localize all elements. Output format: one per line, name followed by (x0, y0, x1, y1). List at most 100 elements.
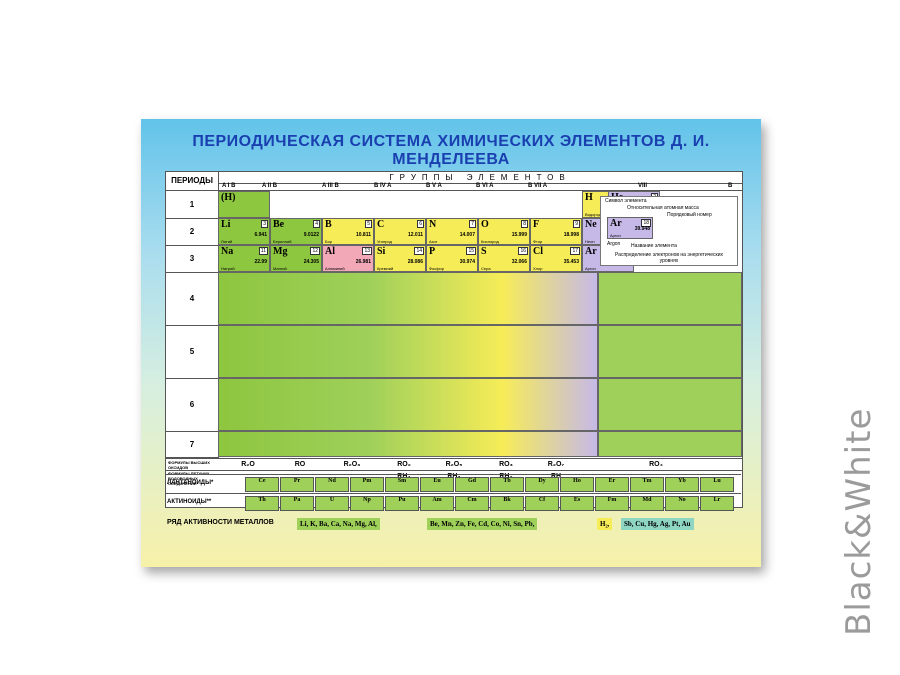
f-block-cell: Bk (490, 496, 524, 511)
element-name: Литий (221, 239, 233, 244)
oxide-1: R₂O (241, 461, 255, 468)
element-cell-Na: Na 11 22.99 Натрий (218, 245, 270, 272)
element-mass: 28.086 (407, 259, 423, 265)
f-block-cell: Cf (525, 496, 559, 511)
element-name: Хлор (533, 266, 543, 271)
element-cell-S: S 16 32.066 Сера (478, 245, 530, 272)
legend-example-symbol: Ar (610, 218, 622, 229)
f-block-cell: Pm (350, 477, 384, 492)
element-name: Неон (585, 239, 595, 244)
element-cell-Si: Si 14 28.086 Кремний (374, 245, 426, 272)
period-block-viii (598, 272, 742, 325)
element-symbol: P (429, 246, 436, 257)
activity-group-3: H₂, (597, 518, 613, 530)
f-block-cell: Lr (700, 496, 734, 511)
group-subheaders: A I B A II B A III B B IV A B V A B VI A… (218, 183, 742, 191)
f-block-cell: Nd (315, 477, 349, 492)
element-number: 4 (313, 220, 320, 228)
hydride-1: RH₄ (374, 473, 434, 480)
period-block (218, 325, 598, 378)
legend-box: Символ элемента Относительная атомная ма… (600, 196, 738, 266)
element-number: 6 (417, 220, 424, 228)
f-block-cell: Am (420, 496, 454, 511)
hydride-2: RH₃ (424, 473, 484, 480)
lanthanides-label: ЛАНТАНОИДЫ* (167, 480, 214, 486)
element-number: 11 (258, 247, 268, 255)
legend-number-label: Порядковый номер (667, 212, 712, 218)
poster-title: ПЕРИОДИЧЕСКАЯ СИСТЕМА ХИМИЧЕСКИХ ЭЛЕМЕНТ… (192, 133, 710, 168)
element-mass: 30.974 (459, 259, 475, 265)
element-mass: 24.305 (303, 259, 319, 265)
group-sub-1: A I B (222, 183, 236, 189)
element-symbol: O (481, 219, 489, 230)
element-name: Бор (325, 239, 333, 244)
f-block-cell: Th (245, 496, 279, 511)
group-sub-4: B IV A (374, 183, 392, 189)
element-number: 14 (414, 247, 424, 255)
element-name: Бериллий (273, 239, 292, 244)
f-block-cell: Cm (455, 496, 489, 511)
legend-mass-label: Относительная атомная масса (627, 205, 699, 211)
period-block (218, 272, 598, 325)
f-block-cell: Dy (525, 477, 559, 492)
element-mass: 12.011 (407, 232, 423, 238)
f-block-cell: Er (595, 477, 629, 492)
element-number: 3 (261, 220, 268, 228)
period-5: 5 (166, 325, 219, 379)
element-mass: 6.941 (254, 232, 267, 238)
watermark-text: Black&White (839, 407, 879, 636)
element-number: 7 (469, 220, 476, 228)
period-block-viii (598, 325, 742, 378)
element-symbol: H (585, 192, 593, 203)
f-block-cell: Ho (560, 477, 594, 492)
actinides-row: АКТИНОИДЫ** Th Pa U Np Pu Am Cm Bk Cf Es Fm Md No Lr (165, 493, 741, 513)
legend-example-latin: Argon (607, 241, 621, 247)
period-4: 4 (166, 272, 219, 326)
element-name: Магний (273, 266, 287, 271)
legend-shells-label: Распределение электронов на энергетическ… (615, 252, 723, 264)
f-block-cell: Lu (700, 477, 734, 492)
element-name: Алюминий (325, 266, 345, 271)
period-2: 2 (166, 218, 219, 246)
element-symbol: Cl (533, 246, 543, 257)
element-mass: 18.998 (563, 232, 579, 238)
group-sub-3: A III B (322, 183, 339, 189)
element-symbol: Si (377, 246, 386, 257)
hydride-4: RH (526, 473, 586, 480)
f-block-cell: Sm (385, 477, 419, 492)
element-number: 9 (573, 220, 580, 228)
legend-example-mass: 39.948 (634, 226, 650, 232)
oxides-label: ФОРМУЛЫ ВЫСШИХ ОКСИДОВ (168, 460, 210, 470)
lanthanides-row: ЛАНТАНОИДЫ* Ce Pr Nd Pm Sm Eu Gd Tb Dy Ho Er Tm Yb Lu (165, 474, 741, 494)
element-mass: 9.0122 (303, 232, 319, 238)
element-cell-Cl: Cl 17 35.453 Хлор (530, 245, 582, 272)
group-sub-7: B VII A (528, 183, 548, 189)
groups-header: ГРУППЫ ЭЛЕМЕНТОВ (218, 172, 742, 184)
legend-example-cell: Ar 18 39.948 Аргон (607, 217, 653, 239)
element-symbol: Be (273, 219, 285, 230)
oxide-5: R₂O₅ (445, 461, 463, 468)
element-symbol: Ne (585, 219, 597, 230)
element-name: Водород (585, 212, 602, 217)
element-name: Сера (481, 266, 491, 271)
f-block-cell: Es (560, 496, 594, 511)
metal-activity-series: РЯД АКТИВНОСТИ МЕТАЛЛОВ Li, K, Ba, Ca, N… (165, 517, 741, 531)
activity-label: РЯД АКТИВНОСТИ МЕТАЛЛОВ (167, 519, 274, 526)
element-symbol: B (325, 219, 332, 230)
element-name: Натрий (221, 266, 235, 271)
periods-header: ПЕРИОДЫ (166, 172, 219, 191)
element-number: 15 (466, 247, 476, 255)
element-cell-C: C 6 12.011 Углерод (374, 218, 426, 245)
period-block-viii (598, 378, 742, 431)
element-name: Фосфор (429, 266, 445, 271)
element-cell-Mg: Mg 12 24.305 Магний (270, 245, 322, 272)
legend-example-number: 18 (641, 219, 651, 227)
group-sub-8: VIII (638, 183, 648, 189)
f-block-cell: Eu (420, 477, 454, 492)
element-cell-B: B 5 10.811 Бор (322, 218, 374, 245)
element-symbol: Na (221, 246, 234, 257)
watermark: Black&White (829, 376, 889, 636)
f-block-cell: Tm (630, 477, 664, 492)
group-sub-6: B VI A (476, 183, 494, 189)
element-symbol: (H) (221, 192, 236, 203)
